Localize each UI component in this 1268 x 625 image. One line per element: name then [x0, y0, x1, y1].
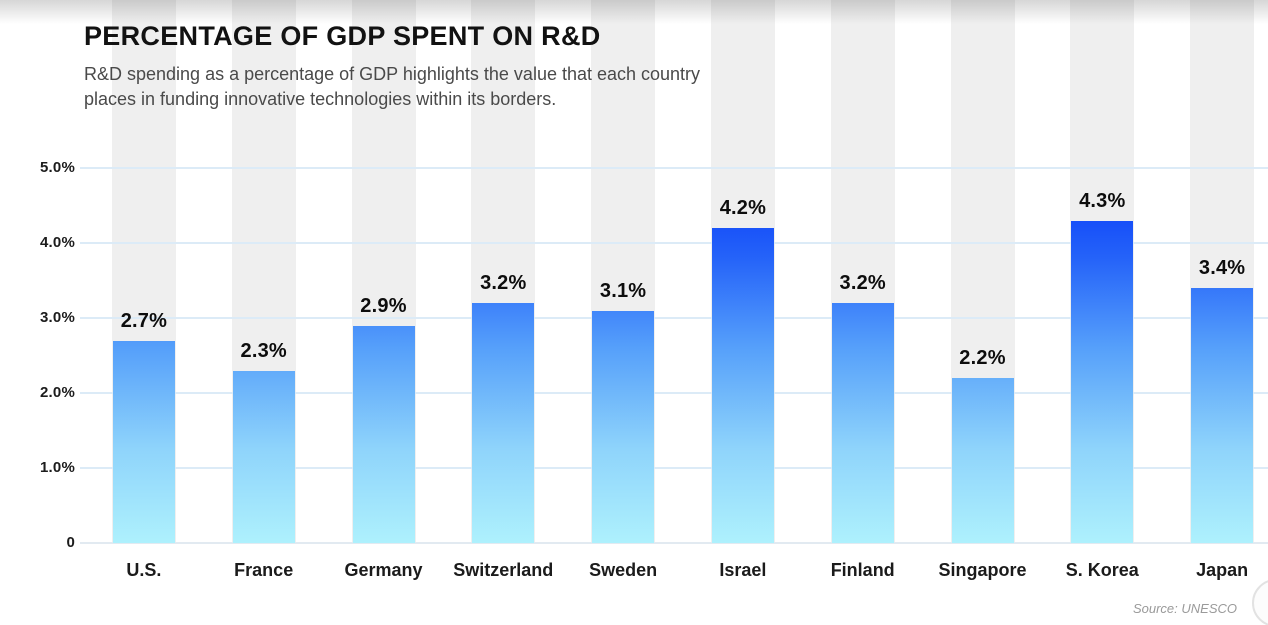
bar-germany	[352, 325, 415, 543]
y-axis-tick-label: 3.0%	[40, 309, 75, 326]
gridline	[80, 392, 1268, 394]
chart-header: PERCENTAGE OF GDP SPENT ON R&D R&D spend…	[84, 21, 784, 111]
bar-israel	[711, 228, 774, 543]
bar-switzerland	[472, 303, 535, 543]
bar-value-label: 4.2%	[719, 197, 767, 219]
x-axis-label: Germany	[344, 560, 423, 580]
y-axis-tick-label: 0	[66, 534, 75, 551]
x-axis-label: Singapore	[938, 560, 1027, 580]
gridline	[80, 467, 1268, 469]
chart-title: PERCENTAGE OF GDP SPENT ON R&D	[84, 21, 601, 51]
bar-finland	[831, 303, 894, 543]
bar-japan	[1191, 288, 1254, 543]
x-axis-label: Switzerland	[453, 560, 554, 580]
bar-value-label: 4.3%	[1079, 189, 1126, 212]
bar-value-label: 2.9%	[360, 294, 407, 317]
x-axis-label: U.S.	[126, 560, 162, 580]
x-axis-label: Sweden	[589, 560, 658, 580]
bar-singapore	[951, 378, 1014, 543]
y-axis-tick-label: 5.0%	[40, 159, 75, 176]
bar-value-label: 2.3%	[240, 339, 287, 362]
chart-subtitle: R&D spending as a percentage of GDP high…	[84, 63, 701, 109]
y-axis-tick-label: 1.0%	[40, 459, 75, 476]
x-axis-label: Israel	[719, 560, 767, 580]
source-credit: Source: UNESCO	[1132, 601, 1237, 616]
bar-value-label: 2.2%	[959, 347, 1006, 369]
x-axis-label: Finland	[830, 560, 895, 580]
bar-france	[232, 370, 295, 543]
bar-value-label: 3.2%	[839, 272, 886, 294]
bar-sweden	[592, 310, 655, 543]
bar-value-label: 3.2%	[480, 272, 527, 294]
y-axis-tick-label: 2.0%	[40, 384, 75, 401]
x-axis-baseline	[80, 542, 1268, 544]
gridline	[80, 242, 1268, 244]
x-axis-label: Japan	[1196, 560, 1249, 580]
bar-s-korea	[1071, 220, 1134, 543]
gridline	[80, 167, 1268, 169]
gridline	[80, 317, 1268, 319]
x-axis-label: France	[234, 560, 294, 580]
bar-value-label: 3.4%	[1198, 257, 1246, 279]
y-axis-tick-label: 4.0%	[40, 234, 75, 251]
x-axis-label: S. Korea	[1065, 560, 1139, 580]
bar-value-label: 3.1%	[599, 279, 647, 302]
bar-value-label: 2.7%	[120, 309, 168, 332]
bar-u-s-	[112, 340, 175, 543]
